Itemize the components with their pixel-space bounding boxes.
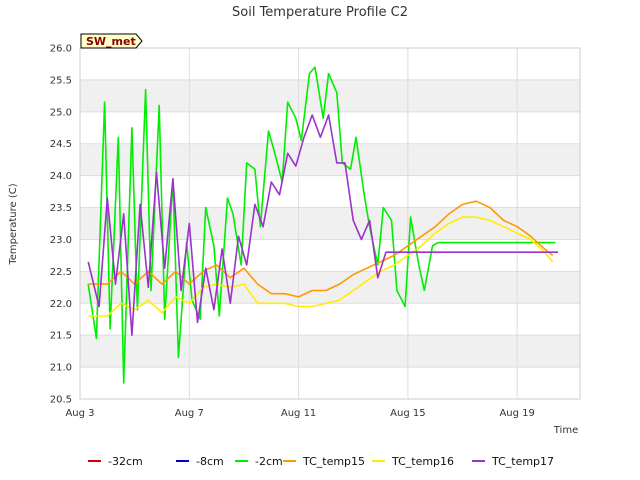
- legend-label: TC_temp15: [302, 455, 365, 468]
- station-label-box: SW_met: [80, 33, 143, 49]
- plot-bands: [80, 79, 580, 368]
- grid-band: [80, 271, 580, 304]
- x-axis-ticks: Aug 3 Aug 7 Aug 11 Aug 15 Aug 19: [65, 408, 534, 419]
- series-line-tctemp16: [88, 216, 554, 317]
- y-tick-label: 24.0: [50, 171, 72, 182]
- series-line-tctemp17: [87, 114, 559, 337]
- y-tick-label: 25.0: [50, 107, 72, 118]
- y-axis-ticks: 20.5 21.0 21.5 22.0 22.5 23.0 23.5 24.0 24.5 25.0…: [50, 44, 72, 406]
- legend-label: -32cm: [108, 455, 143, 468]
- grid-band: [80, 335, 580, 368]
- series-line-2cm: [87, 66, 556, 384]
- chart-title: Soil Temperature Profile C2: [232, 5, 408, 20]
- x-axis-label: Time: [553, 425, 578, 436]
- y-tick-label: 22.0: [50, 299, 72, 310]
- x-tick-label: Aug 3: [65, 408, 94, 419]
- plot-frame: [79, 47, 581, 400]
- y-tick-label: 22.5: [50, 267, 72, 278]
- grid-band: [80, 143, 580, 176]
- y-tick-label: 25.5: [50, 75, 72, 86]
- series-line-tctemp15: [88, 200, 554, 298]
- y-tick-label: 23.5: [50, 203, 72, 214]
- legend-label: -2cm: [255, 455, 283, 468]
- legend-label: -8cm: [196, 455, 224, 468]
- station-label: SW_met: [86, 35, 136, 48]
- legend-label: TC_temp16: [391, 455, 454, 468]
- x-tick-label: Aug 19: [499, 408, 534, 419]
- x-tick-label: Aug 15: [390, 408, 425, 419]
- y-tick-label: 21.0: [50, 363, 72, 374]
- y-axis-label: Temperature (C): [8, 183, 19, 265]
- x-tick-label: Aug 11: [281, 408, 316, 419]
- y-tick-label: 20.5: [50, 395, 72, 406]
- grid-band: [80, 79, 580, 112]
- y-tick-label: 24.5: [50, 139, 72, 150]
- legend-label: TC_temp17: [491, 455, 554, 468]
- legend: -32cm -8cm -2cm TC_temp15 TC_temp16 TC_temp17: [88, 455, 554, 468]
- y-tick-label: 21.5: [50, 331, 72, 342]
- x-tick-label: Aug 7: [175, 408, 204, 419]
- series-group: [87, 66, 559, 384]
- y-tick-label: 26.0: [50, 44, 72, 55]
- y-tick-label: 23.0: [50, 235, 72, 246]
